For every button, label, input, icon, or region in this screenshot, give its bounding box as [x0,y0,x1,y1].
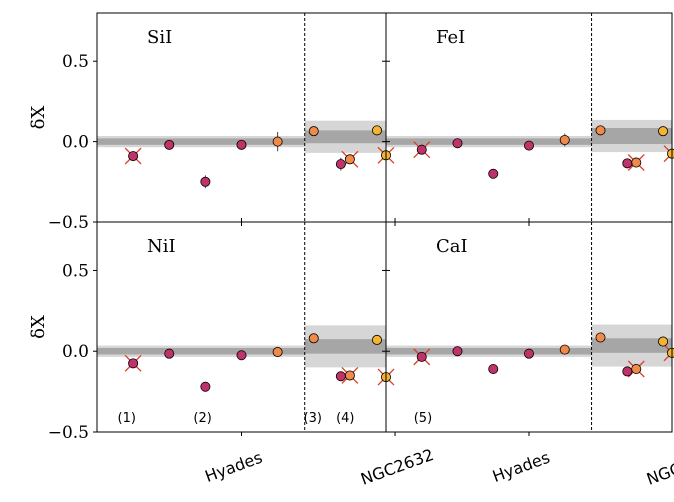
ngc-band-inner [304,130,386,144]
star-note: (3) [304,411,322,426]
data-point [631,157,642,168]
data-point [344,154,355,165]
data-point [164,139,175,150]
data-point [595,125,606,136]
data-point [236,350,247,361]
panel-fei: FeI [382,12,674,226]
data-point [344,370,355,381]
y-tick-label: 0.5 [62,52,89,72]
y-tick-label: 0.0 [62,133,89,153]
data-point [308,333,319,344]
data-point [416,144,427,155]
star-note: (1) [118,411,136,426]
data-point [200,381,211,392]
panel-frame [385,12,673,223]
data-point [559,135,570,146]
data-point [622,158,633,169]
ngc-band-inner [591,338,672,353]
panel-title: FeI [436,27,465,48]
data-point [335,159,346,170]
data-point [452,138,463,149]
ngc-band-inner [591,127,672,145]
x-category-label: Hyades [490,448,553,486]
data-point [595,332,606,343]
y-tick-label: 0.0 [62,342,89,362]
ngc-band-inner [304,339,386,354]
y-axis-label: δX [28,105,49,129]
y-axis-label: δX [28,315,49,339]
x-category-label: NGC2632 [644,445,674,489]
panel-frame [385,221,673,433]
hyades-band-inner [386,348,592,355]
panel-sii: SiI −0.5 0.0 0.5 [48,12,396,233]
data-point [559,344,570,355]
data-point [631,363,642,374]
data-point [164,348,175,359]
hyades-band-inner [97,348,305,355]
data-point [335,371,346,382]
panel-frame [96,12,387,223]
data-point [200,176,211,187]
hyades-band-inner [386,138,592,145]
y-tick-label: 0.5 [62,261,89,281]
panel-title: SiI [147,27,172,48]
data-point [667,148,674,159]
star-note: (5) [414,411,432,426]
data-point [667,347,674,358]
y-tick-label: −0.5 [48,423,89,443]
data-point [524,140,535,151]
panel-title: CaI [436,236,468,257]
data-point [658,336,669,347]
panel-title: NiI [147,236,176,257]
x-category-label: Hyades [202,448,265,486]
data-point [524,348,535,359]
data-point [452,346,463,357]
data-point [371,334,382,345]
data-point [128,151,139,162]
panel-nii: NiI −0.5 0.0 0.5 Hyades NGC2632 (1) (2) (3) (4) (5… [48,221,436,489]
data-point [416,351,427,362]
data-point [308,126,319,137]
data-point [622,366,633,377]
data-point [272,136,283,147]
star-note: (4) [336,411,354,426]
data-point [488,168,499,179]
data-point [658,126,669,137]
y-tick-label: −0.5 [48,213,89,233]
data-point [488,363,499,374]
data-point [272,347,283,358]
hyades-band-inner [97,138,305,145]
star-note: (2) [193,411,211,426]
x-category-label: NGC2632 [358,445,436,489]
data-point [371,125,382,136]
data-point [236,139,247,150]
data-point [128,358,139,369]
